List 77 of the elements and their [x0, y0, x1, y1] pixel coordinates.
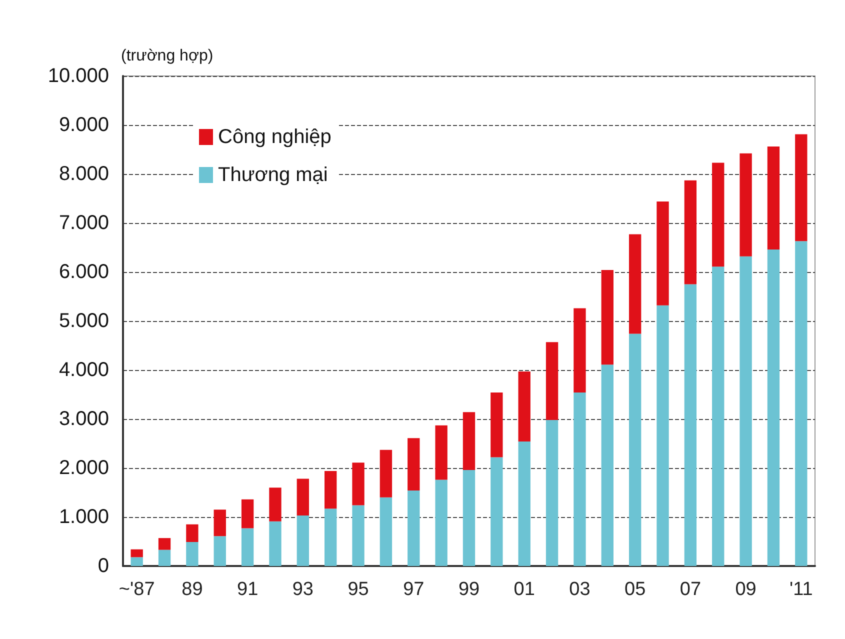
bar	[269, 488, 282, 522]
bar	[324, 508, 337, 566]
y-tick-label: 6.000	[58, 261, 109, 283]
bar	[462, 470, 476, 566]
bar	[546, 342, 558, 420]
legend-label: Thương mại	[218, 164, 328, 186]
legend-label: Công nghiệp	[218, 126, 332, 148]
bar	[296, 478, 310, 516]
bar	[740, 153, 752, 256]
bar	[712, 162, 724, 267]
y-tick-label: 3.000	[58, 408, 109, 430]
bar	[269, 521, 282, 566]
y-axis-title: (trường hợp)	[121, 48, 214, 64]
y-tick-label: 2.000	[58, 457, 109, 479]
bar	[518, 371, 530, 442]
bar	[130, 549, 143, 558]
y-tick-label: 7.000	[58, 212, 109, 234]
bar	[795, 241, 808, 566]
bar	[408, 490, 420, 566]
x-tick-label: ~'87	[118, 579, 155, 600]
bar	[490, 457, 503, 566]
y-tick-label: 10.000	[48, 65, 109, 87]
x-tick-label: 97	[403, 579, 424, 600]
bar	[186, 542, 198, 566]
bar	[408, 438, 420, 491]
bar	[435, 480, 448, 566]
bar	[740, 256, 752, 566]
x-tick-label: 07	[680, 579, 702, 600]
bar	[656, 305, 669, 566]
bar	[574, 308, 586, 393]
bar	[490, 392, 503, 458]
bar	[518, 442, 530, 566]
bar	[130, 557, 143, 566]
x-tick-label: 99	[458, 579, 480, 600]
bar	[712, 266, 724, 566]
bar	[574, 392, 586, 566]
x-tick-label: 01	[514, 579, 535, 600]
x-tick-label: 89	[182, 579, 203, 600]
bar	[186, 524, 198, 542]
bar	[241, 499, 254, 528]
bar	[462, 412, 476, 470]
bar	[795, 134, 808, 242]
bar	[684, 180, 697, 284]
y-tick-label: 5.000	[58, 310, 109, 332]
bar	[628, 334, 642, 566]
bar	[380, 497, 392, 566]
x-tick-label: 09	[735, 579, 756, 600]
y-tick-label: 9.000	[58, 114, 109, 136]
bar	[435, 425, 448, 480]
bar	[352, 505, 364, 566]
bar	[684, 284, 697, 566]
bar	[214, 510, 226, 536]
x-tick-label: 05	[624, 579, 646, 600]
bar	[296, 516, 310, 566]
bar	[767, 249, 780, 566]
bar	[352, 462, 364, 506]
y-tick-label: 1.000	[58, 506, 109, 528]
bar	[158, 550, 171, 566]
bar	[628, 234, 642, 334]
bar	[324, 470, 337, 509]
x-tick-label: 91	[236, 579, 258, 600]
bar	[380, 450, 392, 498]
bar	[241, 528, 254, 566]
x-tick-label: 95	[348, 579, 369, 600]
bar	[214, 536, 226, 566]
y-tick-label: 0	[98, 555, 109, 577]
x-tick-label: '11	[789, 579, 813, 600]
x-tick-label: 03	[569, 579, 590, 600]
x-tick-label: 93	[292, 579, 314, 600]
bar	[601, 364, 614, 566]
y-tick-label: 8.000	[58, 163, 109, 185]
bar	[546, 420, 558, 566]
bar	[158, 538, 171, 550]
bar	[767, 146, 780, 250]
bar	[601, 270, 614, 365]
bar	[656, 201, 669, 306]
y-tick-label: 4.000	[58, 359, 109, 381]
